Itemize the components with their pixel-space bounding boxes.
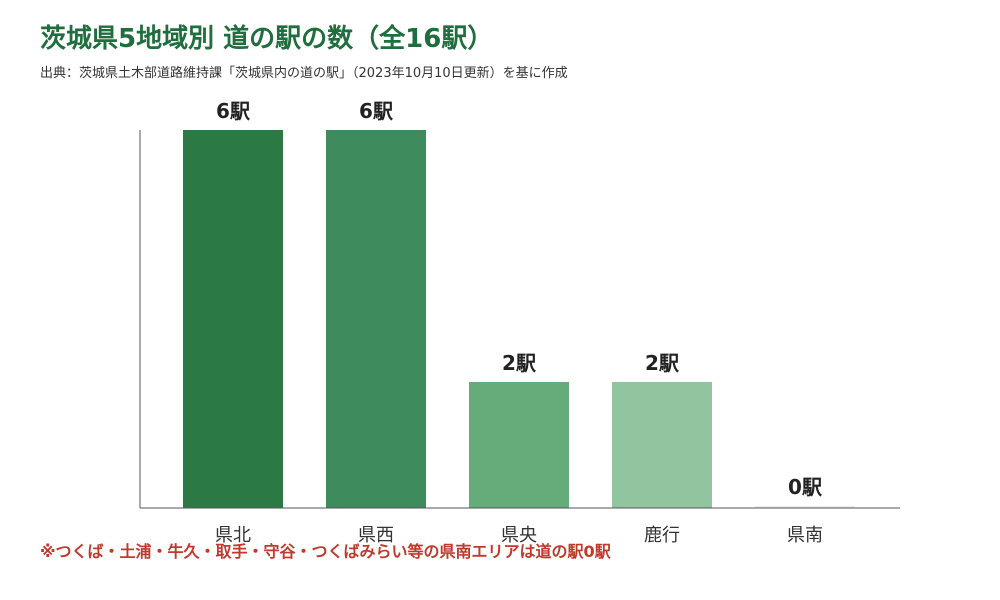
footnote: ※つくば・土浦・牛久・取手・守谷・つくばみらい等の県南エリアは道の駅0駅 xyxy=(40,542,611,561)
bar-県央 xyxy=(469,382,569,508)
x-tick-label-県央: 県央 xyxy=(501,525,537,546)
x-tick-label-県西: 県西 xyxy=(358,525,394,546)
x-tick-label-県北: 県北 xyxy=(215,525,251,546)
chart-title: 茨城県5地域別 道の駅の数（全16駅） xyxy=(40,24,494,54)
data-label-県央: 2駅 xyxy=(502,351,536,375)
bar-県西 xyxy=(326,130,426,508)
data-label-鹿行: 2駅 xyxy=(645,351,679,375)
chart-source: 出典：茨城県土木部道路維持課「茨城県内の道の駅」（2023年10月10日更新）を… xyxy=(40,66,568,81)
bar-県南 xyxy=(755,506,855,508)
data-label-県北: 6駅 xyxy=(216,99,250,123)
bars-layer xyxy=(183,130,855,508)
bar-県北 xyxy=(183,130,283,508)
x-tick-label-鹿行: 鹿行 xyxy=(644,525,680,546)
x-tick-label-県南: 県南 xyxy=(787,525,823,546)
data-label-県西: 6駅 xyxy=(359,99,393,123)
bar-鹿行 xyxy=(612,382,712,508)
data-label-県南: 0駅 xyxy=(788,475,822,499)
